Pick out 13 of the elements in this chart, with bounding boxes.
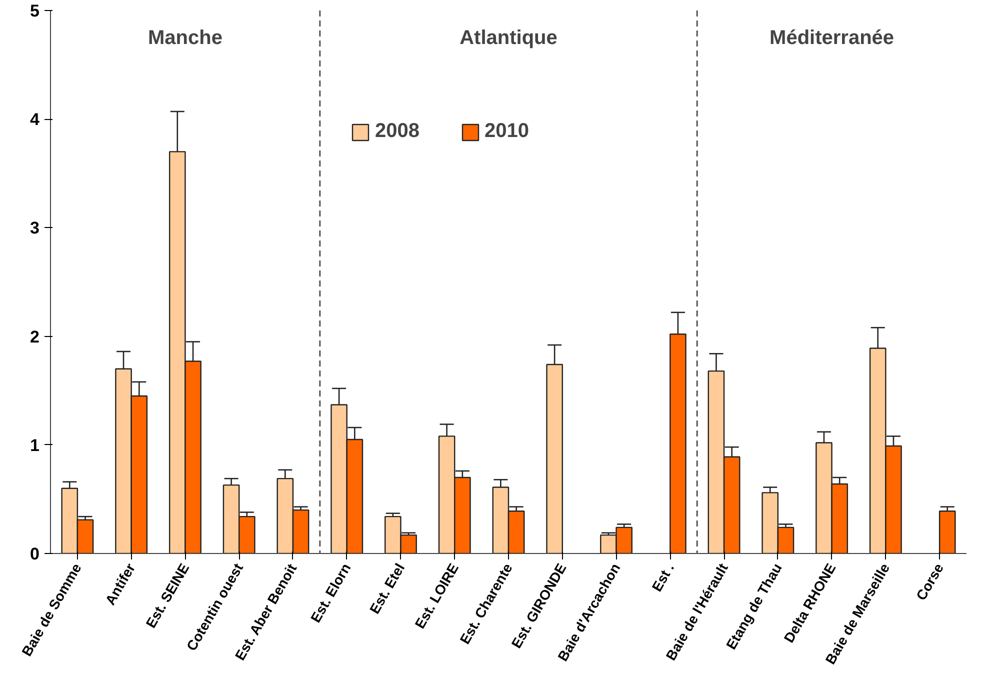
annotation: Méditerranée (770, 26, 894, 49)
y-tick-label: 0 (30, 544, 40, 564)
legend-label: 2010 (484, 120, 529, 143)
bar (938, 510, 956, 554)
annotation: Atlantique (460, 26, 558, 49)
y-tick-label: 5 (30, 2, 40, 20)
y-tick-label: 1 (30, 436, 40, 455)
y-tick-label: 4 (30, 110, 40, 130)
annotation: Manche (148, 26, 222, 49)
y-tick-label: 2 (30, 327, 40, 346)
y-tick-label: 3 (30, 218, 40, 238)
legend-label: 2008 (375, 120, 420, 143)
x-tick-label: Est . (648, 560, 678, 594)
